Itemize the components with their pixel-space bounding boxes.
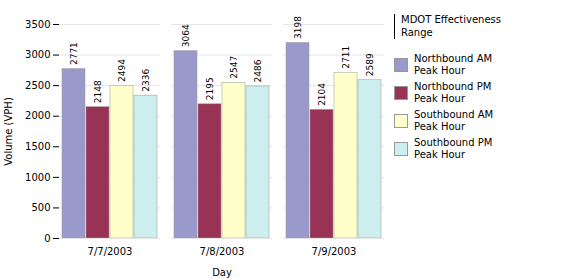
svg-text:2148: 2148 — [93, 80, 103, 103]
html-text:Southbound AM Peak Hour: Southbound AM Peak Hour — [414, 109, 494, 132]
svg-text:2547: 2547 — [229, 56, 239, 79]
svg-text:Volume (VPH): Volume (VPH) — [3, 97, 14, 166]
svg-text:3198: 3198 — [293, 16, 303, 39]
svg-text:7/9/2003: 7/9/2003 — [312, 246, 357, 257]
html-text:Northbound PM Peak Hour: Northbound PM Peak Hour — [414, 81, 492, 104]
svg-text:2494: 2494 — [117, 59, 127, 82]
svg-text:1000: 1000 — [25, 172, 50, 183]
svg-text:7/7/2003: 7/7/2003 — [88, 246, 133, 257]
svg-text:7/8/2003: 7/8/2003 — [200, 246, 245, 257]
svg-text:2195: 2195 — [205, 77, 215, 100]
svg-text:0: 0 — [44, 233, 50, 244]
svg-text:2589: 2589 — [365, 53, 375, 76]
svg-text:2711: 2711 — [341, 46, 351, 69]
html-text:Northbound AM Peak Hour: Northbound AM Peak Hour — [414, 53, 493, 76]
svg-text:3000: 3000 — [25, 49, 50, 60]
svg-text:500: 500 — [31, 202, 50, 213]
svg-text:Day: Day — [212, 267, 232, 278]
svg-text:2486: 2486 — [253, 59, 263, 82]
svg-text:2336: 2336 — [141, 68, 151, 91]
html-text:MDOT Effectiveness Range: MDOT Effectiveness Range — [401, 14, 501, 38]
svg-text:2000: 2000 — [25, 110, 50, 121]
svg-text:2104: 2104 — [317, 83, 327, 106]
svg-text:3064: 3064 — [181, 24, 191, 47]
html-text:Southbound PM Peak Hour: Southbound PM Peak Hour — [414, 137, 493, 160]
svg-text:1500: 1500 — [25, 141, 50, 152]
svg-text:3500: 3500 — [25, 19, 50, 30]
svg-text:2771: 2771 — [69, 42, 79, 65]
svg-text:2500: 2500 — [25, 80, 50, 91]
